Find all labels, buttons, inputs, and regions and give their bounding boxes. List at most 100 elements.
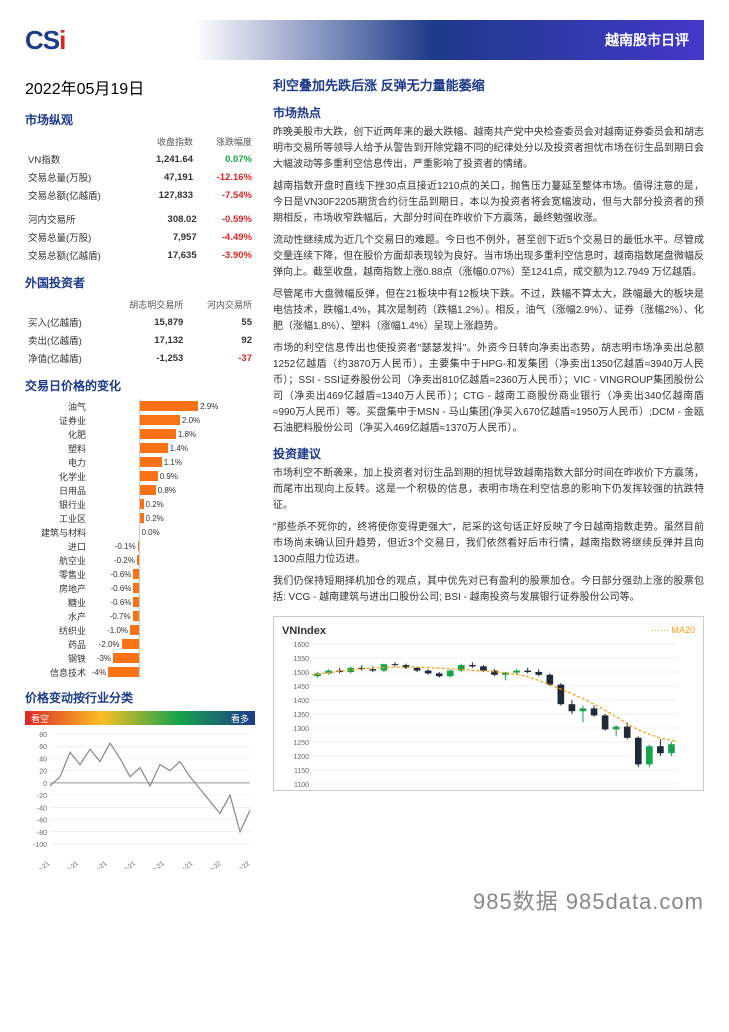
svg-text:Mar-22: Mar-22 bbox=[231, 860, 252, 869]
vnindex-title: VNIndex bbox=[282, 625, 326, 637]
bar-row: 进口-0.1% bbox=[25, 539, 255, 553]
sentiment-line-chart: 80 60 40 20 0 -20 -40 -60 -80 -100 Jan-21 Mar-21 May… bbox=[25, 729, 255, 869]
bar-row: 化学业0.9% bbox=[25, 469, 255, 483]
logo-c: C bbox=[25, 25, 43, 55]
bar-row: 建筑与材料0.0% bbox=[25, 525, 255, 539]
bar-row: 纺织业-1.0% bbox=[25, 623, 255, 637]
bar-row: 信息技术-4% bbox=[25, 665, 255, 679]
market-overview-table: 收盘指数 涨跌幅度 VN指数1,241.640.07%交易总量(万股)47,19… bbox=[25, 133, 255, 204]
left-column: 2022年05月19日 市场纵观 收盘指数 涨跌幅度 VN指数1,241.640… bbox=[25, 75, 255, 869]
bar-row: 塑料1.4% bbox=[25, 441, 255, 455]
report-date: 2022年05月19日 bbox=[25, 75, 255, 99]
bar-row: 房地产-0.6% bbox=[25, 581, 255, 595]
sector-legend-title: 价格变动按行业分类 bbox=[25, 689, 255, 706]
svg-text:Jan-21: Jan-21 bbox=[32, 860, 52, 869]
bar-row: 工业区0.2% bbox=[25, 511, 255, 525]
hot-title: 市场热点 bbox=[273, 104, 704, 121]
bar-row: 油气2.9% bbox=[25, 399, 255, 413]
table-row: 净值(亿越盾)-1,253-37 bbox=[25, 349, 255, 367]
mo-h0 bbox=[25, 133, 136, 150]
article-title: 利空叠加先跌后涨 反弹无力量能萎缩 bbox=[273, 75, 704, 94]
vnindex-svg: 1600 1550 1500 1450 1400 1350 1300 1250 1200 1150… bbox=[282, 639, 682, 789]
fi-h0 bbox=[25, 296, 106, 313]
table-row: 交易总额(亿越盾)17,635-3.90% bbox=[25, 246, 255, 264]
svg-text:Jul-21: Jul-21 bbox=[119, 860, 137, 869]
advice-title: 投资建议 bbox=[273, 445, 704, 462]
p3: 流动性继续成为近几个交易日的难题。今日也不例外，甚至创下近5个交易日的最低水平。… bbox=[273, 233, 704, 281]
table-row: 交易总量(万股)7,957-4.49% bbox=[25, 228, 255, 246]
p4: 尽管尾市大盘微幅反弹，但在21板块中有12板块下跌。不过，跌幅不算太大，跌幅最大… bbox=[273, 287, 704, 335]
svg-text:1350: 1350 bbox=[293, 712, 309, 719]
svg-text:1200: 1200 bbox=[293, 754, 309, 761]
logo-s: S bbox=[43, 25, 59, 55]
svg-text:0: 0 bbox=[43, 781, 47, 788]
right-column: 利空叠加先跌后涨 反弹无力量能萎缩 市场热点 昨晚美股市大跌，创下近两年来的最大… bbox=[273, 75, 704, 869]
hanoi-table: 河内交易所308.02-0.59%交易总量(万股)7,957-4.49%交易总额… bbox=[25, 210, 255, 264]
bar-row: 银行业0.2% bbox=[25, 497, 255, 511]
content: 2022年05月19日 市场纵观 收盘指数 涨跌幅度 VN指数1,241.640… bbox=[25, 75, 704, 869]
svg-text:40: 40 bbox=[39, 756, 47, 763]
p5: 市场的利空信息传出也使投资者"瑟瑟发抖"。外资今日转向净卖出态势，胡志明市场净卖… bbox=[273, 341, 704, 437]
svg-text:60: 60 bbox=[39, 744, 47, 751]
bar-row: 钢铁-3% bbox=[25, 651, 255, 665]
bar-row: 日用品0.8% bbox=[25, 483, 255, 497]
svg-text:1250: 1250 bbox=[293, 740, 309, 747]
table-row: 交易总额(亿越盾)127,833-7.54% bbox=[25, 186, 255, 204]
bar-row: 水产-0.7% bbox=[25, 609, 255, 623]
svg-text:-60: -60 bbox=[37, 818, 47, 825]
logo: CSi bbox=[25, 25, 65, 56]
legend-left: 看空 bbox=[31, 712, 49, 725]
bar-row: 化肥1.8% bbox=[25, 427, 255, 441]
page-header: CSi Research 越南股市日评 bbox=[25, 20, 704, 60]
a1: 市场利空不断袭来，加上投资者对衍生品到期的担忧导致越南指数大部分时间在昨收价下方… bbox=[273, 466, 704, 514]
vnindex-chart: VNIndex ⋯⋯ MA20 1600 1550 1500 1450 1400 1350… bbox=[273, 616, 704, 791]
svg-text:1300: 1300 bbox=[293, 726, 309, 733]
svg-text:1400: 1400 bbox=[293, 698, 309, 705]
bar-row: 糖业-0.6% bbox=[25, 595, 255, 609]
svg-text:1600: 1600 bbox=[293, 642, 309, 649]
fi-h2: 河内交易所 bbox=[186, 296, 255, 313]
bar-row: 零售业-0.6% bbox=[25, 567, 255, 581]
price-change-title: 交易日价格的变化 bbox=[25, 377, 255, 394]
table-row: 卖出(亿越盾)17,13292 bbox=[25, 331, 255, 349]
svg-text:1550: 1550 bbox=[293, 656, 309, 663]
svg-text:Sep-21: Sep-21 bbox=[145, 860, 166, 869]
svg-text:-40: -40 bbox=[37, 805, 47, 812]
bar-row: 航空业-0.2% bbox=[25, 553, 255, 567]
svg-text:Nov-21: Nov-21 bbox=[174, 860, 195, 869]
a3: 我们仍保持短期择机加仓的观点，其中优先对已有盈利的股票加仓。今日部分强劲上涨的股… bbox=[273, 574, 704, 606]
logo-i: i bbox=[59, 25, 65, 55]
p2: 越南指数开盘时直线下挫30点且接近1210点的关口，抛售压力蔓延至整体市场。值得… bbox=[273, 179, 704, 227]
foreign-title: 外国投资者 bbox=[25, 274, 255, 291]
svg-text:1150: 1150 bbox=[294, 768, 309, 775]
bar-row: 药品-2.0% bbox=[25, 637, 255, 651]
svg-text:20: 20 bbox=[39, 769, 47, 776]
svg-text:1500: 1500 bbox=[293, 670, 309, 677]
sector-bar-chart: 油气2.9%证券业2.0%化肥1.8%塑料1.4%电力1.1%化学业0.9%日用… bbox=[25, 399, 255, 679]
foreign-table: 胡志明交易所 河内交易所 买入(亿越盾)15,87955卖出(亿越盾)17,13… bbox=[25, 296, 255, 367]
mo-h1: 收盘指数 bbox=[136, 133, 196, 150]
ma20-label: ⋯⋯ MA20 bbox=[651, 625, 695, 639]
mo-h2: 涨跌幅度 bbox=[196, 133, 255, 150]
svg-text:-100: -100 bbox=[33, 842, 47, 849]
footer-watermark: 985数据 985data.com bbox=[25, 884, 704, 916]
svg-text:Jan-22: Jan-22 bbox=[203, 860, 223, 869]
svg-text:1100: 1100 bbox=[294, 782, 309, 789]
header-title: 越南股市日评 bbox=[605, 30, 704, 50]
p1: 昨晚美股市大跌，创下近两年来的最大跌幅、越南共产党中央检查委员会对越南证券委员会… bbox=[273, 125, 704, 173]
svg-text:Mar-21: Mar-21 bbox=[60, 860, 81, 869]
research-label: Research bbox=[73, 39, 136, 55]
svg-text:1450: 1450 bbox=[293, 684, 309, 691]
table-row: 交易总量(万股)47,191-12.16% bbox=[25, 168, 255, 186]
svg-text:May-21: May-21 bbox=[87, 860, 108, 869]
gradient-legend: 看空 看多 bbox=[25, 711, 255, 725]
table-row: VN指数1,241.640.07% bbox=[25, 150, 255, 168]
svg-text:-20: -20 bbox=[37, 793, 47, 800]
bar-row: 电力1.1% bbox=[25, 455, 255, 469]
fi-h1: 胡志明交易所 bbox=[106, 296, 187, 313]
svg-text:-80: -80 bbox=[37, 830, 47, 837]
market-overview-title: 市场纵观 bbox=[25, 111, 255, 128]
svg-text:80: 80 bbox=[39, 732, 47, 739]
table-row: 河内交易所308.02-0.59% bbox=[25, 210, 255, 228]
table-row: 买入(亿越盾)15,87955 bbox=[25, 313, 255, 331]
